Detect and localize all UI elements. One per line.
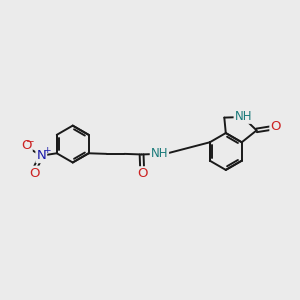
Text: O: O bbox=[29, 167, 39, 180]
Text: O: O bbox=[270, 120, 281, 133]
Text: N: N bbox=[36, 149, 46, 162]
Text: NH: NH bbox=[151, 147, 168, 160]
Text: O: O bbox=[137, 167, 147, 180]
Text: O: O bbox=[21, 139, 32, 152]
Text: +: + bbox=[43, 146, 50, 155]
Text: NH: NH bbox=[235, 110, 252, 123]
Text: −: − bbox=[26, 137, 35, 147]
